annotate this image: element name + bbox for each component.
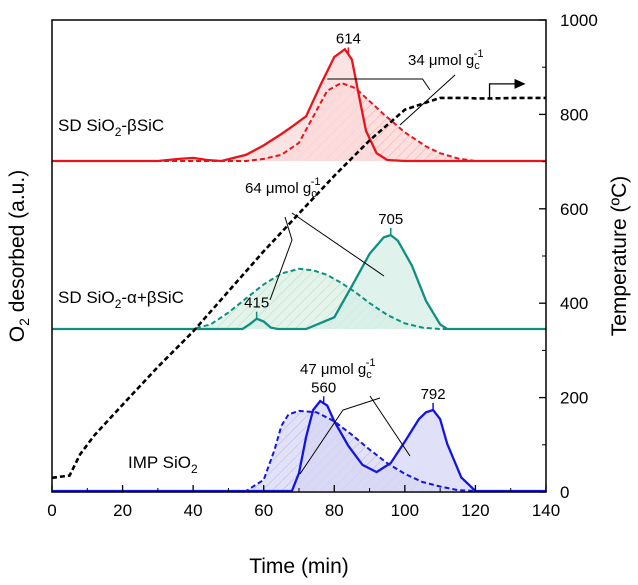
solid-series-line	[52, 233, 546, 331]
series-lines	[52, 47, 546, 493]
uptake-pointer	[327, 78, 431, 91]
x-tick-label: 120	[461, 501, 489, 520]
series-label-panel-1: SD SiO2-βSiC	[58, 116, 164, 139]
dashed-series-line	[52, 267, 546, 330]
x-tick-label: 0	[47, 501, 56, 520]
y2-tick-label: 400	[560, 294, 588, 313]
uptake-pointer	[399, 74, 456, 126]
x-tick-label: 60	[254, 501, 273, 520]
annotations: 614 415 705 560 792	[244, 30, 456, 475]
x-tick-label: 140	[532, 501, 560, 520]
uptake-pointer	[369, 395, 411, 457]
uptake-pointer	[269, 216, 293, 301]
svg-text:47 μmol gc-1: 47 μmol gc-1	[300, 357, 375, 381]
svg-text:SD SiO2-α+βSiC: SD SiO2-α+βSiC	[58, 288, 184, 311]
peak-fills	[52, 49, 546, 491]
dashed-peak-fill	[52, 268, 546, 329]
series-label-panel-2: SD SiO2-α+βSiC	[58, 288, 184, 311]
x-axis-title: Time (min)	[249, 555, 349, 578]
solid-series-line	[52, 399, 546, 493]
y2-tick-label: 0	[560, 483, 569, 502]
uptake-pointer	[291, 212, 385, 277]
uptake-label-panel-2: 64 μmol gc-1	[245, 176, 320, 200]
peak-label: 614	[336, 30, 361, 47]
y2-tick-label: 200	[560, 389, 588, 408]
temperature-curve	[51, 78, 546, 480]
solid-series-line	[52, 47, 546, 163]
dashed-peak-fill	[52, 410, 546, 491]
solid-peak-fill	[52, 49, 546, 162]
uptake-label-panel-3: 47 μmol gc-1	[300, 357, 375, 381]
uptake-label-panel-1: 34 μmol gc-1	[408, 48, 483, 72]
svg-text:SD SiO2-βSiC: SD SiO2-βSiC	[58, 116, 164, 139]
uptake-pointer	[299, 397, 381, 475]
svg-text:64 μmol gc-1: 64 μmol gc-1	[245, 176, 320, 200]
peak-label: 415	[244, 295, 269, 312]
y2-tick-label: 1000	[560, 11, 598, 30]
svg-text:IMP SiO2: IMP SiO2	[128, 453, 198, 476]
axis-indicator-arrowhead	[514, 78, 526, 89]
peak-label: 705	[378, 211, 403, 228]
temperature-line	[51, 96, 546, 480]
solid-peak-fill	[52, 235, 546, 329]
svg-text:34 μmol gc-1: 34 μmol gc-1	[408, 48, 483, 72]
y2-tick-label: 600	[560, 200, 588, 219]
x-tick-label: 80	[325, 501, 344, 520]
y-axis-right-title: Temperature (ºC)	[608, 176, 631, 337]
y-axis-left-title: O2 desorbed (a.u.)	[6, 170, 32, 342]
peak-label: 792	[421, 386, 446, 403]
peak-label: 560	[311, 379, 336, 396]
axis-indicator-arrow	[488, 83, 520, 98]
dashed-series-line	[52, 409, 546, 492]
x-tick-label: 20	[113, 501, 132, 520]
solid-peak-fill	[52, 401, 546, 491]
x-tick-label: 40	[184, 501, 203, 520]
y2-tick-label: 800	[560, 105, 588, 124]
x-tick-label: 100	[391, 501, 419, 520]
series-label-panel-3: IMP SiO2	[128, 453, 198, 476]
